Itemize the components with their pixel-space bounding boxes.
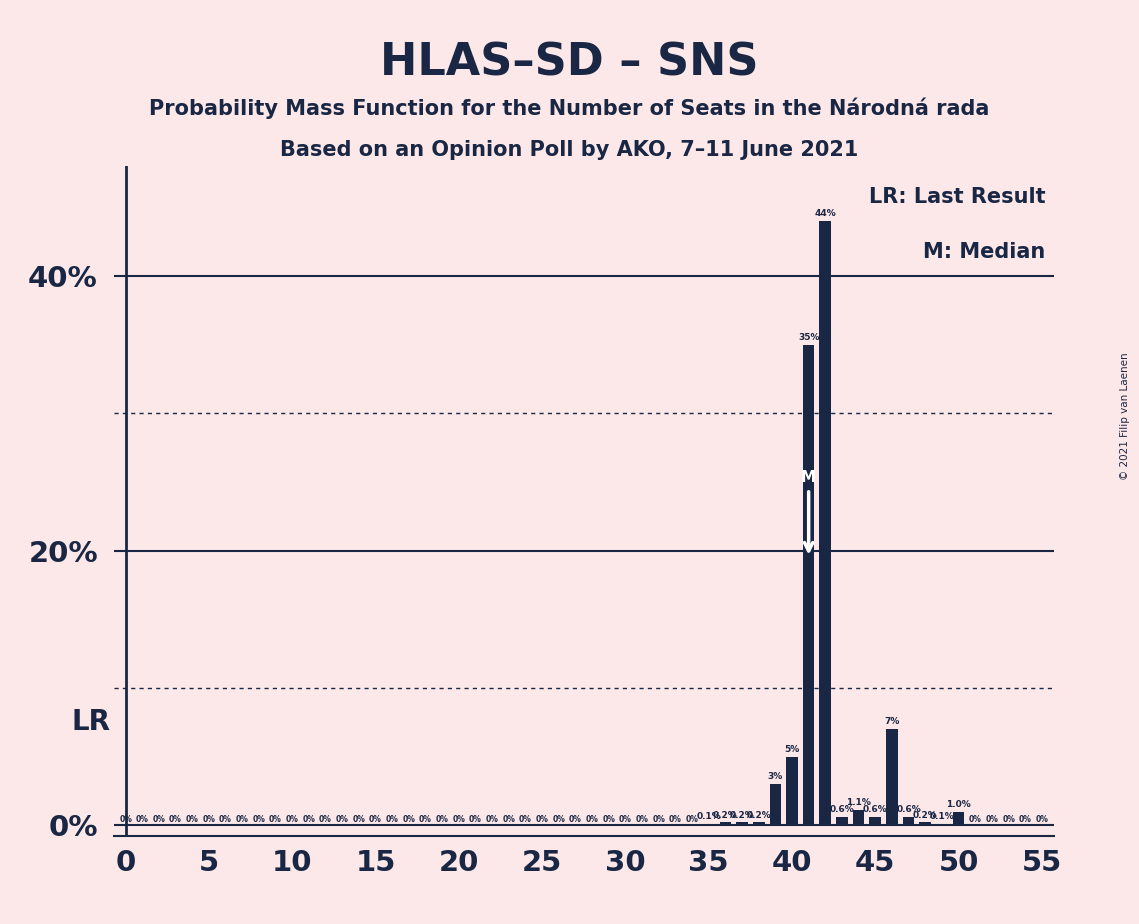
Bar [753,822,764,825]
Text: LR: LR [72,708,110,736]
Text: 0%: 0% [585,815,598,824]
Text: LR: Last Result: LR: Last Result [869,187,1046,207]
Text: 44%: 44% [814,210,836,218]
Bar [720,822,731,825]
Text: 0.2%: 0.2% [730,810,754,820]
Text: 0%: 0% [369,815,382,824]
Text: Based on an Opinion Poll by AKO, 7–11 June 2021: Based on an Opinion Poll by AKO, 7–11 Ju… [280,140,859,161]
Text: 0%: 0% [386,815,399,824]
Text: 0%: 0% [120,815,132,824]
Text: 0%: 0% [669,815,682,824]
Text: 0.2%: 0.2% [746,810,771,820]
Text: 0%: 0% [136,815,149,824]
Text: Probability Mass Function for the Number of Seats in the Národná rada: Probability Mass Function for the Number… [149,97,990,118]
Text: 0%: 0% [169,815,182,824]
Bar [869,817,882,825]
Text: 0%: 0% [969,815,982,824]
Text: 0%: 0% [153,815,165,824]
Text: 0%: 0% [1002,815,1015,824]
Text: M: Median: M: Median [923,242,1046,261]
Text: 0%: 0% [419,815,432,824]
Bar [953,811,965,825]
Text: 0%: 0% [203,815,215,824]
Text: HLAS–SD – SNS: HLAS–SD – SNS [380,42,759,85]
Text: 0%: 0% [436,815,449,824]
Text: 1.0%: 1.0% [947,800,970,808]
Text: 1.1%: 1.1% [846,798,871,808]
Text: 0%: 0% [1035,815,1048,824]
Text: 0%: 0% [302,815,316,824]
Text: 0%: 0% [469,815,482,824]
Text: 0%: 0% [336,815,349,824]
Text: 0%: 0% [286,815,298,824]
Bar [919,822,931,825]
Bar [786,757,797,825]
Text: 0%: 0% [253,815,265,824]
Text: 5%: 5% [785,745,800,754]
Bar [770,784,781,825]
Text: 0.6%: 0.6% [896,805,921,814]
Text: 0%: 0% [186,815,198,824]
Text: 0.1%: 0.1% [929,812,954,821]
Text: 0.1%: 0.1% [696,812,721,821]
Bar [853,810,865,825]
Text: 0%: 0% [452,815,465,824]
Text: 0%: 0% [269,815,282,824]
Text: 0%: 0% [236,815,248,824]
Text: 0%: 0% [535,815,549,824]
Text: 0%: 0% [319,815,331,824]
Text: 0%: 0% [485,815,499,824]
Text: 0.6%: 0.6% [829,805,854,814]
Text: 0%: 0% [519,815,532,824]
Text: 0.2%: 0.2% [913,810,937,820]
Text: 0%: 0% [219,815,232,824]
Text: 35%: 35% [798,333,819,342]
Text: 0%: 0% [552,815,565,824]
Text: 7%: 7% [884,717,900,726]
Text: 0%: 0% [686,815,698,824]
Bar [703,824,714,825]
Bar [836,817,847,825]
Text: 0%: 0% [985,815,999,824]
Text: 0%: 0% [636,815,648,824]
Text: M: M [801,469,817,485]
Bar [819,221,831,825]
Text: © 2021 Filip van Laenen: © 2021 Filip van Laenen [1121,352,1130,480]
Text: 0%: 0% [502,815,515,824]
Text: 0%: 0% [570,815,582,824]
Text: 0%: 0% [618,815,632,824]
Bar [803,345,814,825]
Bar [736,822,748,825]
Text: 0.2%: 0.2% [713,810,738,820]
Text: 0%: 0% [603,815,615,824]
Bar [886,729,898,825]
Bar [936,824,948,825]
Bar [903,817,915,825]
Text: 0%: 0% [1018,815,1032,824]
Text: 0%: 0% [352,815,366,824]
Text: 3%: 3% [768,772,782,782]
Text: 0%: 0% [653,815,665,824]
Text: 0.6%: 0.6% [863,805,887,814]
Text: 0%: 0% [402,815,416,824]
